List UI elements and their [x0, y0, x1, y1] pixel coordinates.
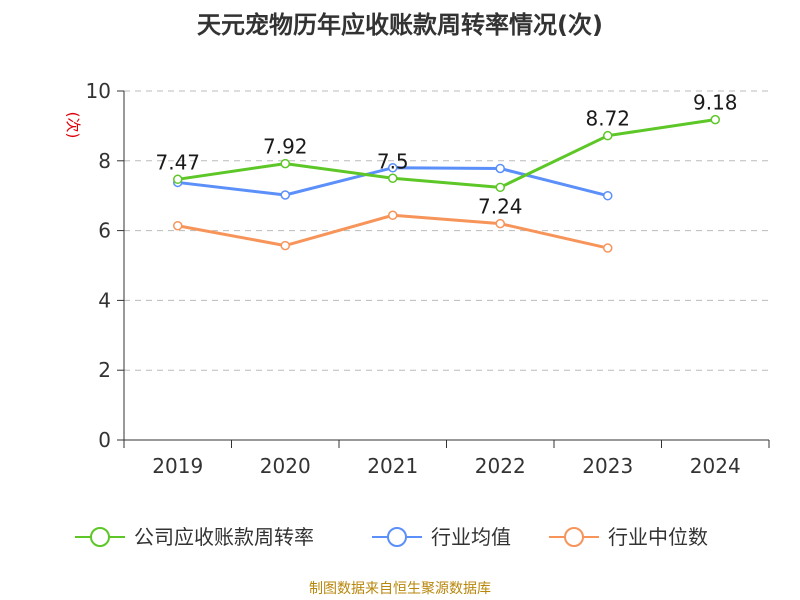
data-point[interactable] — [495, 182, 505, 193]
data-point[interactable] — [388, 173, 398, 183]
data-label: 7.47 — [155, 150, 200, 174]
x-tick-label: 2019 — [152, 454, 203, 478]
data-label: 7.92 — [263, 135, 308, 159]
legend-marker — [564, 527, 584, 547]
x-tick-label: 2020 — [260, 454, 311, 478]
series-layer — [173, 114, 720, 253]
data-label: 7.5 — [377, 149, 409, 173]
data-label: 9.18 — [693, 91, 738, 115]
data-point[interactable] — [173, 174, 183, 185]
gridlines — [124, 90, 769, 371]
source-note: 制图数据来自恒生聚源数据库 — [309, 581, 491, 597]
x-tick-label: 2023 — [582, 454, 633, 478]
y-tick-label: 4 — [98, 288, 111, 312]
data-point[interactable] — [603, 130, 613, 141]
data-point[interactable] — [495, 218, 505, 229]
data-point[interactable] — [710, 114, 720, 125]
data-point[interactable] — [603, 243, 613, 253]
data-point[interactable] — [280, 190, 290, 200]
y-tick-label: 2 — [98, 358, 111, 382]
data-label: 8.72 — [585, 107, 630, 131]
y-tick-label: 8 — [98, 149, 111, 173]
y-tick-label: 0 — [98, 428, 111, 452]
data-point[interactable] — [280, 240, 290, 251]
y-axis-unit: (次) — [64, 112, 82, 139]
legend[interactable]: 公司应收账款周转率 行业均值 行业中位数 — [75, 525, 708, 549]
data-point[interactable] — [495, 163, 505, 174]
data-point[interactable] — [603, 190, 613, 201]
data-point[interactable] — [388, 163, 398, 173]
data-label: 7.24 — [478, 194, 523, 218]
legend-item-label[interactable]: 公司应收账款周转率 — [134, 525, 314, 549]
data-point[interactable] — [173, 220, 183, 231]
legend-marker — [387, 527, 407, 547]
data-labels: 7.47 7.92 7.5 7.24 8.72 9.18 — [155, 91, 737, 219]
data-point[interactable] — [388, 210, 398, 220]
data-point[interactable] — [280, 158, 290, 169]
axes: 0 2 4 6 8 10 2019 2020 2021 2022 2023 2024 — [86, 79, 770, 478]
y-tick-label: 10 — [86, 79, 111, 103]
legend-item-label[interactable]: 行业中位数 — [608, 525, 708, 549]
legend-item-label[interactable]: 行业均值 — [431, 525, 511, 549]
y-tick-label: 6 — [98, 219, 111, 243]
series-line-2 — [176, 213, 610, 250]
legend-marker — [90, 527, 110, 547]
x-tick-label: 2024 — [690, 454, 741, 478]
x-tick-label: 2022 — [475, 454, 526, 478]
series-line-0 — [176, 118, 717, 189]
x-tick-label: 2021 — [367, 454, 418, 478]
chart-title: 天元宠物历年应收账款周转率情况(次) — [197, 11, 603, 39]
